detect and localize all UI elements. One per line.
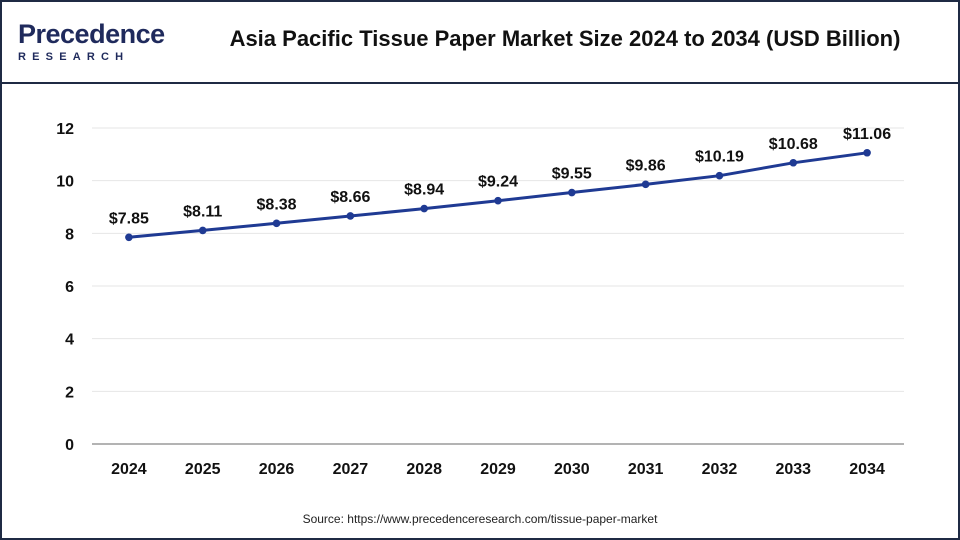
y-tick-label: 2 bbox=[65, 384, 74, 401]
x-tick-label: 2024 bbox=[111, 461, 147, 478]
x-tick-label: 2025 bbox=[185, 461, 221, 478]
data-label: $8.11 bbox=[183, 203, 222, 220]
x-tick-label: 2029 bbox=[480, 461, 516, 478]
data-point bbox=[715, 171, 724, 180]
brand-initial: P bbox=[18, 19, 36, 49]
data-label: $8.66 bbox=[330, 189, 370, 206]
data-point bbox=[789, 158, 798, 167]
data-point bbox=[494, 196, 502, 205]
data-label: $11.06 bbox=[843, 126, 891, 143]
data-point bbox=[125, 233, 133, 242]
y-tick-label: 0 bbox=[65, 437, 74, 454]
data-point bbox=[641, 180, 650, 189]
data-label: $9.55 bbox=[552, 166, 592, 183]
y-tick-label: 8 bbox=[65, 226, 74, 243]
data-point bbox=[198, 226, 207, 235]
x-tick-label: 2026 bbox=[259, 461, 295, 478]
x-tick-label: 2033 bbox=[775, 461, 811, 478]
data-point bbox=[568, 188, 576, 197]
data-label: $9.24 bbox=[478, 174, 518, 191]
data-labels: $7.85 $8.11 $8.38 $8.66 $8.94 $9.24 $9.55 $9.86… bbox=[109, 126, 891, 228]
data-label: $9.86 bbox=[626, 157, 666, 174]
y-tick-label: 10 bbox=[56, 174, 74, 191]
x-tick-label: 2031 bbox=[628, 461, 664, 478]
series-line bbox=[128, 151, 868, 239]
data-point bbox=[272, 219, 281, 228]
data-point bbox=[346, 212, 355, 220]
brand-subtitle: RESEARCH bbox=[18, 51, 130, 63]
source-note: Source: https://www.precedenceresearch.c… bbox=[302, 512, 658, 526]
chart-title: Asia Pacific Tissue Paper Market Size 20… bbox=[229, 26, 901, 51]
data-label: $7.85 bbox=[109, 210, 149, 227]
y-tick-label: 6 bbox=[65, 279, 74, 296]
y-tick-label: 4 bbox=[65, 332, 74, 349]
data-label: $10.68 bbox=[769, 136, 818, 153]
x-tick-label: 2032 bbox=[702, 461, 738, 478]
data-points bbox=[125, 148, 871, 242]
y-axis: 0 2 4 6 8 10 12 bbox=[56, 121, 904, 454]
x-tick-label: 2030 bbox=[554, 461, 590, 478]
x-axis: 2024 2025 2026 2027 2028 2029 2030 2031 2032 2033… bbox=[111, 461, 885, 478]
data-label: $10.19 bbox=[695, 149, 744, 166]
data-point bbox=[420, 204, 428, 213]
data-label: $8.94 bbox=[404, 182, 444, 199]
brand-name-rest: recedence bbox=[35, 19, 166, 49]
gridlines bbox=[92, 127, 904, 392]
data-label: $8.38 bbox=[257, 196, 297, 213]
data-point bbox=[863, 148, 871, 157]
y-tick-label: 12 bbox=[56, 121, 74, 138]
x-tick-label: 2028 bbox=[406, 461, 442, 478]
x-tick-label: 2027 bbox=[333, 461, 369, 478]
x-tick-label: 2034 bbox=[849, 461, 885, 478]
